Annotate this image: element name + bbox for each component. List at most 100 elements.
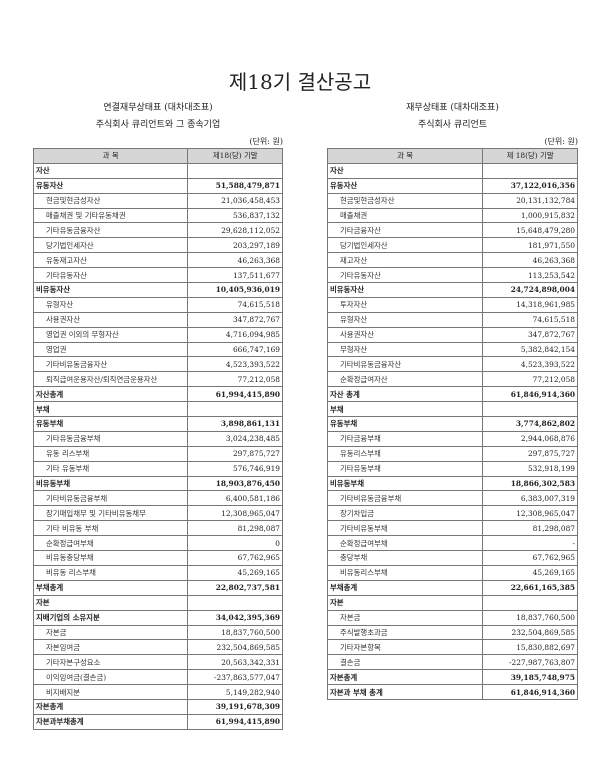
amount: 203,297,189 bbox=[187, 237, 283, 254]
account-name: 순확정급여부채 bbox=[326, 535, 484, 552]
account-name: 유형자산 bbox=[32, 296, 189, 313]
account-name: 장기차입금 bbox=[326, 505, 484, 522]
amount: 39,191,678,309 bbox=[187, 698, 283, 715]
account-name: 자본 bbox=[32, 594, 189, 611]
amount: 297,875,727 bbox=[187, 445, 283, 462]
table-row: 비유동자산 24,724,898,004 bbox=[326, 282, 578, 298]
account-name: 유동자산 bbox=[32, 177, 189, 194]
table-row: 유동 리스부채 297,875,727 bbox=[32, 445, 283, 462]
header-account: 과 목 bbox=[32, 148, 189, 164]
account-name: 자본총계 bbox=[326, 669, 484, 686]
amount: 24,724,898,004 bbox=[482, 282, 578, 298]
amount: 232,504,869,585 bbox=[187, 639, 283, 656]
amount: 37,122,016,356 bbox=[482, 177, 578, 194]
account-name: 자본금 bbox=[32, 624, 189, 641]
table-row: 자본과부채총계 61,994,415,890 bbox=[32, 713, 283, 730]
account-name: 주식발행초과금 bbox=[326, 624, 484, 641]
amount: 2,944,068,876 bbox=[482, 430, 578, 447]
amount bbox=[482, 594, 578, 611]
table-row: 영업권 666,747,169 bbox=[32, 341, 283, 358]
account-name: 부채총계 bbox=[326, 579, 484, 596]
table-row: 당기법인세자산 181,971,550 bbox=[326, 237, 578, 254]
company-name: 주식회사 큐리언트와 그 종속기업 bbox=[95, 120, 221, 130]
account-name: 비지배지분 bbox=[32, 684, 189, 700]
table-row: 유동자산 37,122,016,356 bbox=[326, 177, 578, 194]
table-row: 기타비유동금융자산 4,523,393,522 bbox=[326, 356, 578, 373]
table-row: 기타 유동부채 576,746,919 bbox=[32, 460, 283, 477]
table-row: 유동부채 3,898,861,131 bbox=[32, 416, 283, 432]
table-row: 부채총계 22,661,165,385 bbox=[326, 579, 578, 596]
account-name: 이익잉여금(결손금) bbox=[32, 669, 189, 686]
table-row: 기타비유동금융자산 4,523,393,522 bbox=[32, 356, 283, 373]
table-row: 당기법인세자산 203,297,189 bbox=[32, 237, 283, 254]
amount bbox=[187, 594, 283, 611]
account-name: 기타유동금융부채 bbox=[32, 430, 189, 447]
amount: 46,263,368 bbox=[187, 252, 283, 269]
amount: 532,918,199 bbox=[482, 460, 578, 477]
table-row: 기타자본항목 15,830,882,697 bbox=[326, 639, 578, 656]
table-row: 자산 bbox=[326, 162, 578, 179]
amount: 61,994,415,890 bbox=[187, 713, 283, 730]
amount: 34,042,395,369 bbox=[187, 609, 283, 626]
table-row: 사용권자산 347,872,767 bbox=[326, 326, 578, 343]
account-name: 부채 bbox=[326, 401, 484, 418]
table-row: 기타유동부채 532,918,199 bbox=[326, 460, 578, 477]
table-row: 기타비유동금융부채 6,400,581,186 bbox=[32, 490, 283, 507]
account-name: 유동부채 bbox=[32, 416, 189, 432]
amount: 297,875,727 bbox=[482, 445, 578, 462]
amount: 61,994,415,890 bbox=[187, 386, 283, 403]
account-name: 기타유동금융자산 bbox=[32, 222, 189, 239]
unit-label: (단위: 원) bbox=[249, 137, 283, 146]
table-row: 결손금 -227,987,763,807 bbox=[326, 654, 578, 671]
account-name: 순확정급여자산 bbox=[326, 371, 484, 388]
account-name: 유형자산 bbox=[326, 311, 484, 328]
amount: 137,511,677 bbox=[187, 267, 283, 284]
amount: 29,628,112,052 bbox=[187, 222, 283, 239]
header-period: 제18(당) 기말 bbox=[187, 148, 283, 164]
account-name: 기타자본항목 bbox=[326, 639, 484, 656]
amount: 666,747,169 bbox=[187, 341, 283, 358]
amount: 5,382,842,154 bbox=[482, 341, 578, 358]
table-row: 매출채권 및 기타유동채권 536,837,132 bbox=[32, 207, 283, 224]
amount: 0 bbox=[187, 535, 283, 552]
amount: 18,837,760,500 bbox=[187, 624, 283, 641]
amount: 46,263,368 bbox=[482, 252, 578, 269]
account-name: 당기법인세자산 bbox=[32, 237, 189, 254]
amount: 61,846,914,360 bbox=[482, 386, 578, 403]
account-name: 퇴직급여운용자산/퇴직연금운용자산 bbox=[32, 371, 189, 388]
account-name: 기타금융부채 bbox=[326, 430, 484, 447]
account-name: 재고자산 bbox=[326, 252, 484, 269]
amount: 22,661,165,385 bbox=[482, 579, 578, 596]
amount: 15,830,882,697 bbox=[482, 639, 578, 656]
account-name: 기타유동자산 bbox=[32, 267, 189, 284]
table-row: 사용권자산 347,872,767 bbox=[32, 311, 283, 328]
amount: 12,308,965,047 bbox=[187, 505, 283, 522]
account-name: 기타유동부채 bbox=[326, 460, 484, 477]
account-name: 부채 bbox=[32, 401, 189, 418]
account-name: 자산 bbox=[32, 162, 189, 179]
table-row: 유동자산 51,588,479,871 bbox=[32, 177, 283, 194]
table-row: 자본 bbox=[32, 594, 283, 611]
table-row: 비유동 리스부채 45,269,165 bbox=[32, 564, 283, 581]
table-row: 현금및현금성자산 20,131,132,784 bbox=[326, 192, 578, 209]
account-name: 유동리스부채 bbox=[326, 445, 484, 462]
amount: 6,383,007,319 bbox=[482, 490, 578, 507]
table-row: 부채총계 22,802,737,581 bbox=[32, 579, 283, 596]
amount: 5,149,282,940 bbox=[187, 684, 283, 700]
table-row: 비유동리스부채 45,269,165 bbox=[326, 564, 578, 581]
table-row: 유동재고자산 46,263,368 bbox=[32, 252, 283, 269]
account-name: 자본잉여금 bbox=[32, 639, 189, 656]
table-row: 기타비유동금융부채 6,383,007,319 bbox=[326, 490, 578, 507]
amount: 181,971,550 bbox=[482, 237, 578, 254]
amount: 4,523,393,522 bbox=[187, 356, 283, 373]
amount: 45,269,165 bbox=[482, 564, 578, 581]
amount: 4,716,094,985 bbox=[187, 326, 283, 343]
amount: 3,898,861,131 bbox=[187, 416, 283, 432]
amount: 81,298,087 bbox=[482, 520, 578, 537]
account-name: 자산 총계 bbox=[326, 386, 484, 403]
table-row: 자본과 부채 총계 61,846,914,360 bbox=[326, 684, 578, 700]
account-name: 영업권 이외의 무형자산 bbox=[32, 326, 189, 343]
